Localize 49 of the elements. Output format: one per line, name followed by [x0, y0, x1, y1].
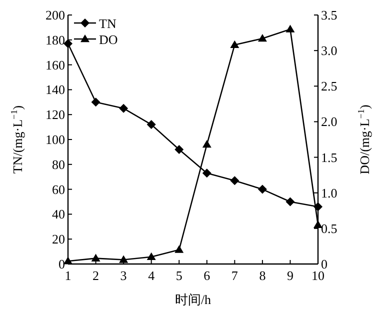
point	[230, 176, 240, 186]
point	[146, 252, 156, 260]
y-tick-label: 60	[52, 182, 65, 197]
y2-tick-label: 3.0	[321, 43, 338, 58]
x-axis-title: 时间/h	[174, 292, 212, 307]
y2-tick-label: 1.0	[321, 185, 338, 200]
point	[64, 39, 72, 48]
point	[146, 120, 156, 130]
y-tick-label: 120	[46, 107, 65, 122]
y-tick-label: 180	[46, 32, 65, 48]
y-tick-label: 140	[46, 82, 65, 98]
x-tick-label: 7	[231, 268, 238, 283]
y-tick-label: 80	[52, 156, 65, 172]
x-tick-label: 8	[259, 268, 266, 283]
point	[314, 220, 322, 228]
y-tick-label: 100	[46, 132, 65, 147]
y2-tick-label: 1.5	[321, 150, 338, 165]
point	[202, 168, 212, 178]
y2-tick-label: 0.5	[321, 220, 338, 236]
point	[286, 197, 295, 206]
x-tick-label: 2	[92, 268, 100, 283]
point	[202, 140, 212, 148]
y2-tick-label: 2.0	[321, 114, 338, 130]
point	[174, 144, 184, 154]
point	[286, 24, 295, 32]
x-tick-label: 4	[148, 268, 156, 283]
y-tick-label: 200	[46, 8, 65, 22]
point	[64, 256, 72, 264]
point	[230, 40, 240, 48]
y-tick-label: 0	[58, 256, 65, 272]
point	[258, 184, 267, 194]
x-tick-label: 9	[286, 268, 294, 283]
x-tick-label: 1	[64, 268, 72, 283]
x-tick-label: 3	[120, 268, 127, 283]
legend-label: DO	[99, 32, 118, 47]
y-tick-label: 20	[52, 232, 65, 247]
y2-tick-label: 3.5	[321, 8, 338, 22]
y-tick-label: 160	[46, 57, 65, 72]
point	[174, 245, 184, 253]
point	[91, 98, 100, 107]
x-tick-label: 5	[176, 268, 182, 283]
legend-label: TN	[99, 16, 117, 31]
point	[119, 104, 128, 113]
y2-tick-label: 2.5	[321, 78, 338, 94]
point	[119, 255, 128, 263]
point	[91, 254, 100, 262]
x-tick-label: 6	[204, 268, 211, 283]
point	[258, 34, 267, 42]
y-tick-label: 40	[52, 206, 65, 222]
